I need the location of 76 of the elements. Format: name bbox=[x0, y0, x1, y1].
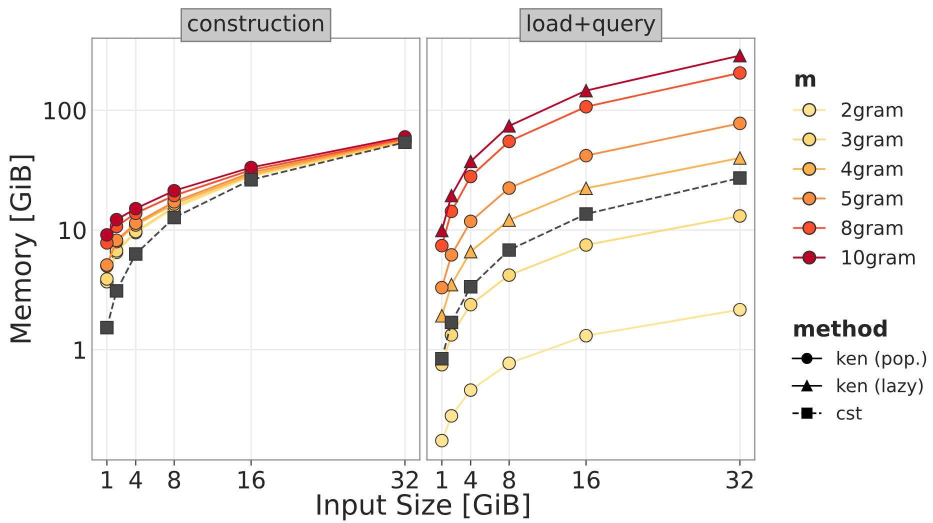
point bbox=[502, 268, 516, 282]
x-tick-label: 4 bbox=[464, 471, 477, 488]
point bbox=[502, 243, 516, 257]
y-tick-label: 100 bbox=[44, 102, 86, 120]
y-tick-label: 1 bbox=[74, 341, 85, 359]
point bbox=[502, 356, 516, 370]
x-tick-label: 8 bbox=[168, 470, 180, 489]
legend-label: 3gram bbox=[842, 132, 902, 150]
point bbox=[167, 210, 181, 224]
point bbox=[464, 298, 478, 312]
point bbox=[733, 116, 747, 130]
point bbox=[579, 207, 593, 221]
legend-label: 8gram bbox=[842, 220, 902, 239]
x-tick-label: 16 bbox=[238, 470, 265, 489]
point bbox=[100, 272, 114, 286]
point bbox=[444, 316, 458, 330]
point bbox=[733, 151, 747, 165]
point bbox=[579, 328, 593, 342]
x-tick-label: 8 bbox=[503, 470, 516, 489]
text: ken (lazy) bbox=[837, 378, 923, 396]
legend-label: 2gram bbox=[842, 102, 902, 121]
point bbox=[100, 228, 114, 242]
point bbox=[110, 284, 124, 298]
point bbox=[733, 48, 747, 62]
x-tick-label: 1 bbox=[102, 471, 112, 488]
point bbox=[464, 383, 478, 397]
point bbox=[502, 181, 516, 195]
point bbox=[733, 171, 747, 185]
text: method bbox=[794, 320, 886, 337]
x-tick-label: 32 bbox=[726, 470, 753, 489]
legend-label: 5gram bbox=[842, 191, 902, 210]
point bbox=[129, 247, 142, 261]
point bbox=[579, 148, 593, 162]
legend-title: m bbox=[796, 74, 816, 87]
y-axis-title: Memory [GiB] bbox=[10, 156, 37, 342]
point bbox=[733, 209, 747, 223]
legend-label: 4gram bbox=[841, 162, 902, 180]
point bbox=[579, 238, 593, 252]
point bbox=[464, 214, 478, 228]
point bbox=[129, 202, 142, 216]
point bbox=[579, 84, 593, 98]
x-tick-label: 4 bbox=[129, 471, 142, 488]
point bbox=[444, 409, 458, 423]
point bbox=[167, 184, 181, 198]
point bbox=[464, 280, 478, 294]
legend-label: 10gram bbox=[842, 250, 915, 268]
text: ken (pop.) bbox=[837, 351, 926, 368]
point bbox=[502, 134, 516, 148]
point bbox=[464, 154, 478, 168]
point bbox=[444, 248, 458, 262]
point bbox=[502, 119, 516, 133]
x-tick-label: 32 bbox=[392, 470, 418, 489]
text: cst bbox=[836, 406, 862, 420]
point bbox=[435, 434, 449, 448]
point bbox=[435, 224, 449, 238]
point bbox=[464, 244, 478, 258]
x-tick-label: 1 bbox=[436, 471, 448, 488]
chart-title: load+query bbox=[528, 14, 656, 36]
point bbox=[733, 302, 747, 316]
point bbox=[244, 172, 258, 186]
point bbox=[579, 100, 593, 114]
point bbox=[502, 213, 516, 227]
point bbox=[444, 188, 458, 202]
point bbox=[435, 352, 449, 366]
point bbox=[464, 170, 478, 184]
point bbox=[100, 320, 114, 334]
point bbox=[435, 238, 449, 252]
chart-title: construction bbox=[188, 14, 324, 32]
x-tick-label: 16 bbox=[574, 470, 600, 489]
point bbox=[244, 160, 258, 174]
point bbox=[733, 66, 747, 80]
x-axis-title: Input Size [GiB] bbox=[318, 494, 530, 520]
point bbox=[579, 182, 593, 196]
point bbox=[435, 280, 449, 294]
y-tick-label: 10 bbox=[60, 221, 86, 240]
point bbox=[110, 212, 124, 226]
